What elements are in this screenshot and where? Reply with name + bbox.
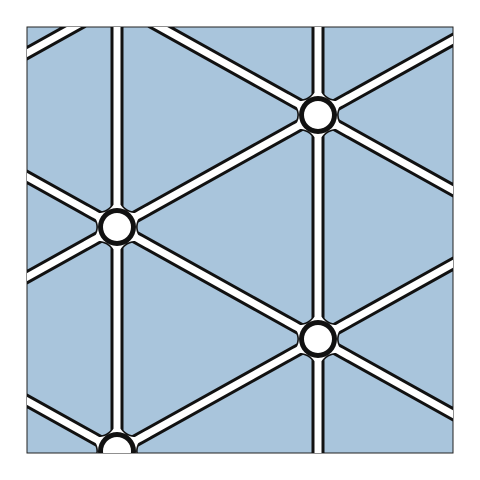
node-fillet: [116, 450, 123, 453]
node-middle-left: [103, 213, 131, 241]
node-fillet: [111, 450, 118, 453]
node-bottom-left: [103, 437, 131, 453]
node-top-right: [304, 101, 332, 129]
node-group: [98, 96, 337, 453]
node-lower-right: [304, 325, 332, 353]
